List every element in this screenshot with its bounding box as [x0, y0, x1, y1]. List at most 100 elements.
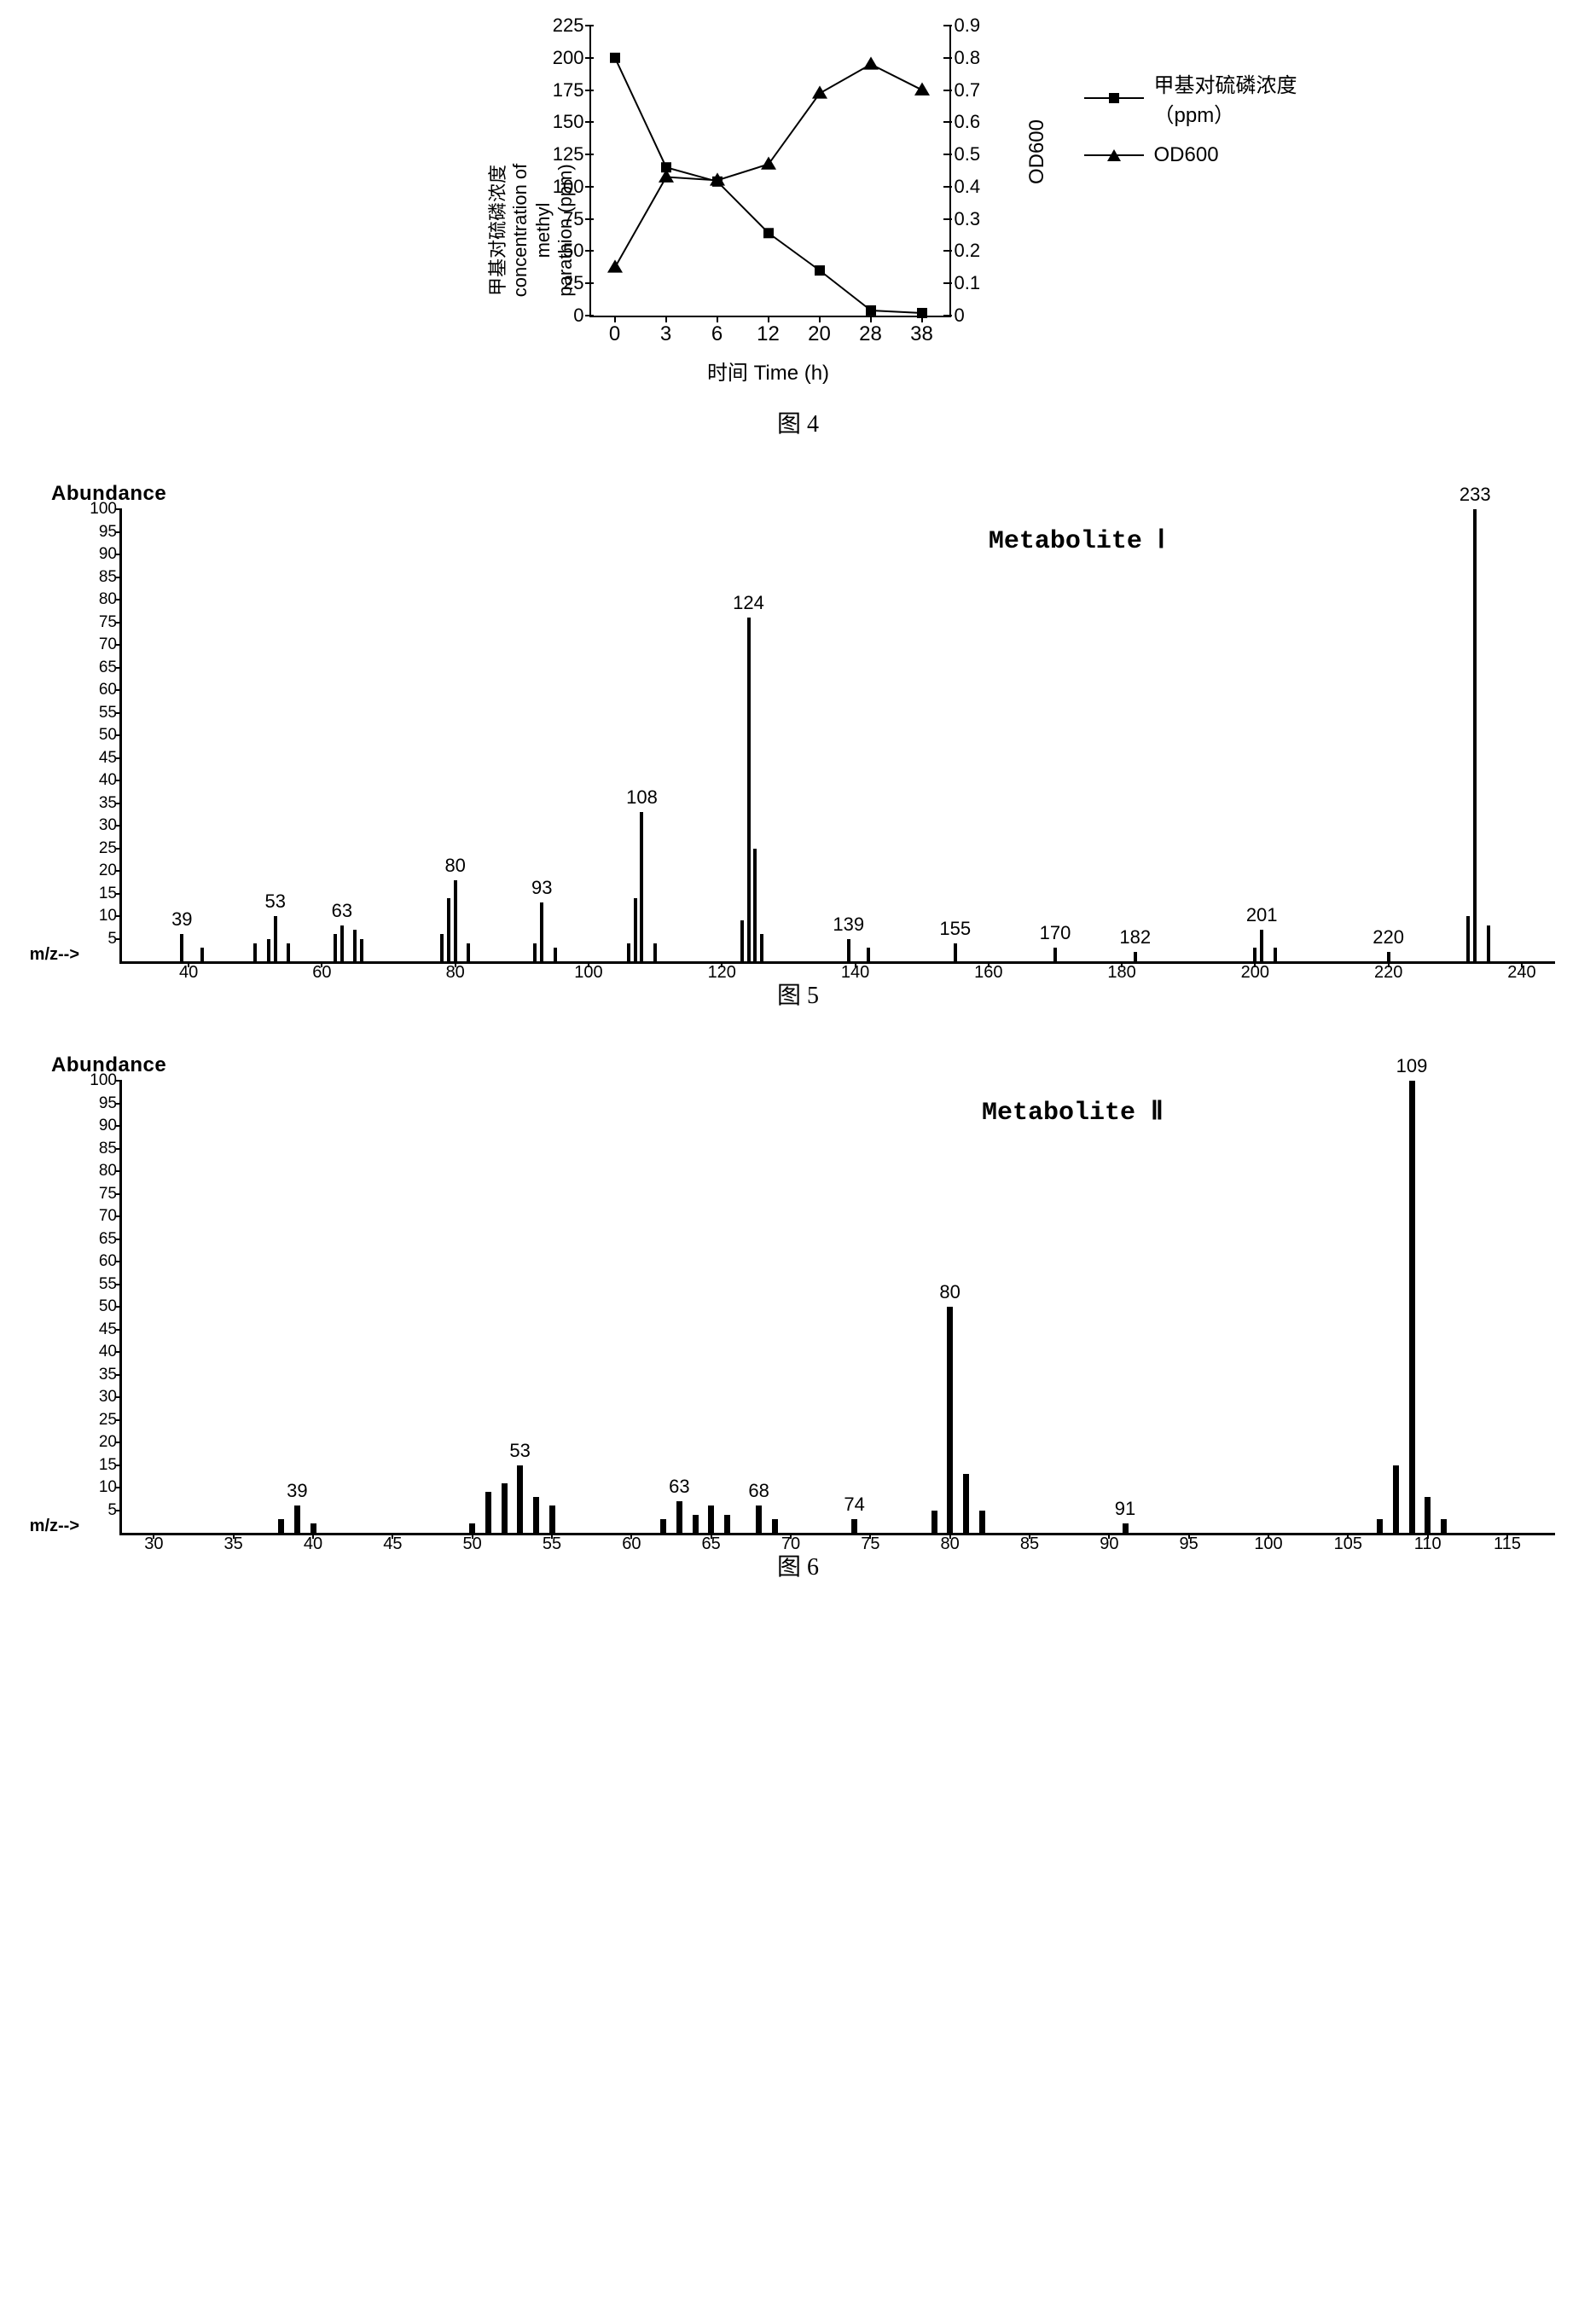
- fig4-xtick: 28: [859, 322, 882, 346]
- fig4-legend-item-0: 甲基对硫磷浓度 （ppm）: [1084, 68, 1297, 128]
- ms-peak-bar: [660, 1519, 666, 1533]
- ms-peak-bar: [747, 618, 751, 961]
- fig5-wrap: Metabolite Ⅰ m/z--> 51015202530354045505…: [119, 509, 1579, 964]
- ms-peak-bar: [867, 948, 870, 961]
- fig4-right-axis-label: OD600: [1026, 119, 1050, 184]
- triangle-marker-icon: [812, 85, 827, 98]
- square-marker-icon: [866, 305, 876, 316]
- ms-peak-bar: [1393, 1465, 1399, 1534]
- ms-peak-bar: [693, 1515, 699, 1533]
- ms-peak-bar: [724, 1515, 730, 1533]
- fig4-caption: 图 4: [17, 405, 1579, 439]
- ms-peak-bar: [947, 1307, 953, 1533]
- fig4-x-axis-label: 时间 Time (h): [589, 356, 948, 386]
- fig4-ytick-right: 0.5: [955, 143, 981, 165]
- fig4-xtick: 0: [609, 322, 620, 346]
- triangle-marker-icon: [761, 156, 776, 169]
- legend-text: 甲基对硫磷浓度 （ppm）: [1154, 68, 1297, 128]
- ms-peak-bar: [253, 943, 257, 961]
- ms-peak-bar: [772, 1519, 778, 1533]
- fig4-xtick: 38: [910, 322, 933, 346]
- ms-peak-bar: [1409, 1081, 1415, 1533]
- fig4-ytick-right: 0.8: [955, 47, 981, 69]
- fig4-ytick-right: 0: [955, 305, 965, 327]
- fig4-ytick-right: 0.3: [955, 208, 981, 230]
- fig5-caption: 图 5: [17, 977, 1579, 1011]
- square-marker-icon: [763, 228, 774, 238]
- ms-peak-label: 39: [171, 908, 192, 931]
- ms-peak-label: 124: [733, 592, 764, 614]
- ms-peak-label: 74: [844, 1494, 864, 1516]
- ms-peak-bar: [340, 925, 344, 961]
- ms-peak-bar: [310, 1523, 316, 1533]
- ms-peak-bar: [1123, 1523, 1129, 1533]
- ms-peak-bar: [353, 930, 357, 961]
- ms-peak-label: 91: [1115, 1498, 1135, 1520]
- ms-peak-label: 233: [1460, 484, 1491, 506]
- legend-line-icon: [1084, 154, 1144, 156]
- ms-peak-bar: [676, 1501, 682, 1533]
- ms-peak-bar: [554, 948, 557, 961]
- ms-peak-bar: [640, 812, 643, 961]
- ms-peak-bar: [1274, 948, 1277, 961]
- ms-peak-bar: [533, 1497, 539, 1533]
- fig4-svg: [589, 26, 948, 316]
- ms-peak-bar: [485, 1492, 491, 1533]
- triangle-marker-icon: [607, 259, 623, 272]
- ms-peak-label: 220: [1373, 926, 1404, 949]
- fig5-title: Metabolite Ⅰ: [989, 525, 1165, 556]
- ms-peak-label: 201: [1246, 904, 1278, 926]
- legend-label-line1: 甲基对硫磷浓度: [1154, 68, 1297, 98]
- triangle-marker-icon: [659, 170, 674, 183]
- legend-label-line1: OD600: [1154, 143, 1219, 167]
- fig4-ytick-left: 175: [545, 79, 584, 102]
- fig4-ytick-left: 225: [545, 15, 584, 37]
- fig5-abundance-label: Abundance: [51, 482, 1579, 506]
- ms-peak-bar: [1053, 948, 1057, 961]
- figure-4: 甲基对硫磷浓度 concentration of methyl parathio…: [17, 17, 1579, 439]
- ms-peak-bar: [760, 934, 763, 961]
- fig4-ytick-left: 200: [545, 47, 584, 69]
- ms-peak-bar: [467, 943, 470, 961]
- fig4-ytick-right: 0.7: [955, 79, 981, 102]
- ms-peak-label: 80: [939, 1281, 960, 1303]
- fig4-xtick: 12: [757, 322, 780, 346]
- figure-6: Abundance Metabolite Ⅱ m/z--> 5101520253…: [17, 1053, 1579, 1582]
- ms-peak-label: 170: [1040, 922, 1071, 944]
- fig4-chart-wrap: 甲基对硫磷浓度 concentration of methyl parathio…: [17, 17, 1579, 392]
- ms-peak-bar: [502, 1483, 508, 1533]
- ms-peak-label: 93: [531, 877, 552, 899]
- ms-peak-bar: [517, 1465, 523, 1534]
- ms-peak-bar: [1466, 916, 1470, 961]
- fig5-plot: Metabolite Ⅰ m/z--> 51015202530354045505…: [119, 509, 1555, 964]
- fig4-ytick-left: 125: [545, 143, 584, 165]
- ms-peak-bar: [447, 898, 450, 961]
- fig4-xtick: 3: [660, 322, 671, 346]
- ms-peak-bar: [540, 902, 543, 961]
- fig4-ytick-right: 0.9: [955, 15, 981, 37]
- fig4-ytick-right: 0.1: [955, 272, 981, 294]
- legend-line-icon: [1084, 97, 1144, 99]
- ms-peak-bar: [634, 898, 637, 961]
- ms-peak-bar: [274, 916, 277, 961]
- ms-peak-bar: [287, 943, 290, 961]
- ms-peak-bar: [180, 934, 183, 961]
- fig6-title: Metabolite Ⅱ: [982, 1096, 1164, 1128]
- ms-peak-bar: [740, 920, 744, 961]
- ms-peak-bar: [1260, 930, 1263, 961]
- square-marker-icon: [815, 265, 825, 276]
- ms-peak-bar: [1377, 1519, 1383, 1533]
- ms-peak-label: 80: [444, 855, 465, 877]
- legend-label-line2: （ppm）: [1154, 98, 1297, 128]
- ms-peak-bar: [931, 1511, 937, 1534]
- ms-peak-bar: [334, 934, 337, 961]
- fig4-xtick: 20: [808, 322, 831, 346]
- fig4-chart: 甲基对硫磷浓度 concentration of methyl parathio…: [470, 17, 1067, 392]
- ms-peak-bar: [1441, 1519, 1447, 1533]
- ms-peak-bar: [1134, 952, 1137, 961]
- ms-peak-bar: [278, 1519, 284, 1533]
- square-marker-icon: [1109, 93, 1119, 103]
- fig4-ytick-left: 150: [545, 111, 584, 133]
- ms-peak-label: 139: [833, 914, 864, 936]
- ms-peak-label: 53: [264, 891, 285, 913]
